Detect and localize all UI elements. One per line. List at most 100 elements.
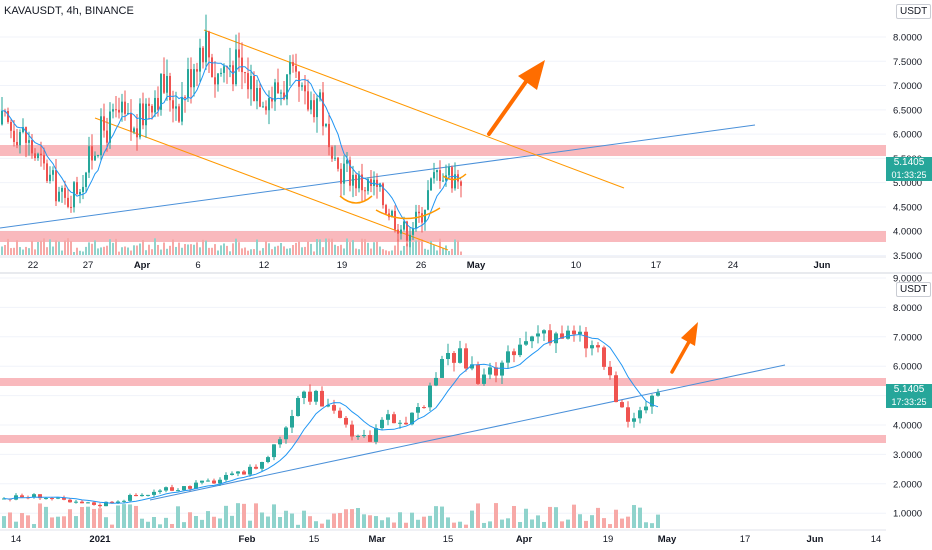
top-volume-bar xyxy=(118,251,120,255)
top-candle-body xyxy=(433,172,435,179)
top-volume-bar xyxy=(85,246,87,255)
bottom-volume-bar xyxy=(44,506,48,528)
top-volume-bar xyxy=(136,245,138,255)
bottom-candle-body xyxy=(212,480,216,484)
bottom-volume-bar xyxy=(134,505,138,528)
top-candle-body xyxy=(412,228,414,235)
bottom-candle-body xyxy=(542,330,546,334)
bottom-volume-bar xyxy=(236,503,240,528)
bottom-y-tick-label: 1.0000 xyxy=(893,509,922,520)
top-candle-body xyxy=(238,49,240,58)
bottom-candle-body xyxy=(98,504,102,507)
top-volume-bar xyxy=(181,247,183,255)
bottom-candle-body xyxy=(578,331,582,335)
bottom-volume-bar xyxy=(122,504,126,528)
top-candle-body xyxy=(394,210,396,230)
bottom-up-arrow-icon xyxy=(670,322,698,374)
top-candle-body xyxy=(214,77,216,85)
bottom-candle-body xyxy=(80,501,84,504)
top-volume-bar xyxy=(4,244,6,255)
top-candle-body xyxy=(181,97,183,122)
top-volume-bar xyxy=(274,246,276,255)
bottom-candle-body xyxy=(344,417,348,425)
top-candle-body xyxy=(250,75,252,90)
top-volume-bar xyxy=(322,247,324,255)
bottom-currency-badge[interactable]: USDT xyxy=(896,282,932,297)
bottom-candle-body xyxy=(260,462,264,469)
top-candle-body xyxy=(94,155,96,161)
bottom-volume-bar xyxy=(488,521,492,528)
bottom-volume-bar xyxy=(632,505,636,528)
bottom-volume-bar xyxy=(380,520,384,528)
bottom-rising-trendline xyxy=(149,364,786,501)
top-candle-body xyxy=(415,211,417,229)
bottom-candle-body xyxy=(194,482,198,489)
top-volume-bar xyxy=(271,249,273,255)
top-x-tick-label: 10 xyxy=(571,260,582,271)
bottom-candle-body xyxy=(248,466,252,475)
bottom-volume-bar xyxy=(500,519,504,528)
top-volume-bar xyxy=(334,244,336,255)
bottom-volume-bar xyxy=(626,516,630,528)
bottom-volume-bar xyxy=(506,518,510,528)
bottom-volume-bar xyxy=(260,512,264,528)
bottom-volume-bar xyxy=(188,512,192,528)
bottom-volume-bar xyxy=(464,524,468,528)
top-candle-body xyxy=(91,146,93,161)
bottom-x-tick-label: 17 xyxy=(740,534,751,545)
bottom-candle-body xyxy=(530,336,534,342)
bottom-volume-bar xyxy=(170,523,174,528)
bottom-volume-bar xyxy=(164,517,168,528)
bottom-candle-body xyxy=(62,497,66,500)
bottom-candle-body xyxy=(326,405,330,407)
top-candle-body xyxy=(145,103,147,126)
top-candle-body xyxy=(142,103,144,126)
top-currency-badge[interactable]: USDT xyxy=(896,4,932,19)
bottom-candle-body xyxy=(314,390,318,402)
bottom-candle-body xyxy=(626,407,630,422)
bottom-volume-bar xyxy=(326,519,330,528)
bottom-volume-bar xyxy=(590,515,594,528)
bottom-volume-bar xyxy=(266,516,270,528)
top-candle-body xyxy=(10,121,12,131)
bottom-x-tick-label: 15 xyxy=(443,534,454,545)
bottom-volume-bar xyxy=(332,513,336,528)
top-candle-body xyxy=(202,47,204,63)
top-candle-body xyxy=(196,69,198,72)
top-candle-body xyxy=(286,74,288,100)
top-candle-body xyxy=(325,123,327,127)
top-volume-bar xyxy=(256,239,258,255)
bottom-grid xyxy=(0,277,886,514)
bottom-moving-average xyxy=(3,333,659,504)
bottom-volume-bar xyxy=(416,519,420,528)
top-candle-body xyxy=(337,157,339,169)
top-volume-bar xyxy=(247,250,249,255)
top-candle-countdown: 01:33:25 xyxy=(891,170,927,180)
top-volume-bar xyxy=(217,250,219,255)
top-volume-bar xyxy=(208,247,210,255)
top-volume-bar xyxy=(214,244,216,255)
bottom-candle-body xyxy=(224,474,228,480)
bottom-candle-body xyxy=(656,392,660,396)
top-volume-bar xyxy=(250,249,252,255)
bottom-candle-body xyxy=(272,444,276,458)
bottom-candle-body xyxy=(176,490,180,492)
top-volume-bar xyxy=(391,250,393,255)
top-candle-body xyxy=(382,183,384,206)
bottom-volume-bar xyxy=(440,506,444,528)
top-candle-body xyxy=(115,109,117,111)
bottom-candle-body xyxy=(278,439,282,445)
top-candle-body xyxy=(73,182,75,208)
bottom-volume-bar xyxy=(536,515,540,528)
top-candle-body xyxy=(43,155,45,164)
top-candle-body xyxy=(31,140,33,154)
bottom-volume-bar xyxy=(458,521,462,528)
top-candle-body xyxy=(244,72,246,74)
top-volume-bar xyxy=(115,238,117,255)
top-volume-bar xyxy=(424,248,426,255)
bottom-candle-body xyxy=(122,500,126,502)
top-volume-bar xyxy=(172,239,174,255)
top-volume-bar xyxy=(64,240,66,255)
bottom-candle-body xyxy=(398,422,402,424)
bottom-volume-bar xyxy=(152,517,156,528)
